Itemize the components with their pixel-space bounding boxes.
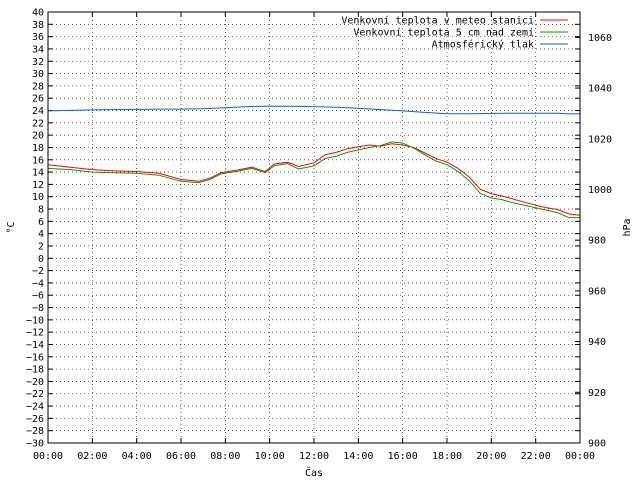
left-tick-label: −6 xyxy=(32,291,44,302)
right-y-axis: 900 920 940 960 980 1000 1020 1040 1060 xyxy=(575,33,612,450)
left-tick-label: 36 xyxy=(32,32,44,43)
left-tick-label: 2 xyxy=(38,241,44,252)
left-tick-label: −4 xyxy=(32,278,44,289)
x-axis: 00:00 02:00 04:00 06:00 08:00 10:00 12:00 14:00… xyxy=(33,12,595,462)
y-axis-right-title: hPa xyxy=(622,218,633,236)
left-tick-label: −18 xyxy=(26,365,44,376)
left-tick-label: 28 xyxy=(32,81,44,92)
left-y-axis: −30−28−26−24−22−20−18−16−14−12−10−8−6−4−… xyxy=(26,8,580,450)
right-tick-label: 1040 xyxy=(588,84,612,95)
left-tick-label: −8 xyxy=(32,303,44,314)
x-tick-label: 02:00 xyxy=(77,451,107,462)
left-tick-label: −28 xyxy=(26,426,44,437)
left-tick-label: 12 xyxy=(32,180,44,191)
left-tick-label: −26 xyxy=(26,414,44,425)
right-tick-label: 1020 xyxy=(588,134,612,145)
left-tick-label: 30 xyxy=(32,69,44,80)
left-tick-label: 6 xyxy=(38,217,44,228)
x-tick-label: 00:00 xyxy=(565,451,595,462)
y-axis-left-title: °C xyxy=(6,221,17,233)
series-line-1 xyxy=(47,141,580,219)
left-tick-label: −24 xyxy=(26,402,44,413)
legend-label-1: Venkovní teplota 5 cm nad zemí xyxy=(353,27,534,39)
x-tick-label: 20:00 xyxy=(476,451,506,462)
left-tick-label: 16 xyxy=(32,155,44,166)
series-line-0 xyxy=(47,143,581,216)
x-tick-label: 14:00 xyxy=(343,451,373,462)
left-tick-label: 38 xyxy=(32,20,44,31)
left-tick-label: 26 xyxy=(32,94,44,105)
left-tick-label: 32 xyxy=(32,57,44,68)
right-tick-label: 960 xyxy=(588,286,606,297)
legend-label-0: Venkovní teplota v meteo stanici xyxy=(341,15,534,27)
left-tick-label: −30 xyxy=(26,439,44,450)
left-tick-label: −12 xyxy=(26,328,44,339)
right-tick-label: 940 xyxy=(588,337,606,348)
right-tick-label: 1060 xyxy=(588,33,612,44)
x-tick-label: 18:00 xyxy=(432,451,462,462)
left-tick-label: 18 xyxy=(32,143,44,154)
right-tick-label: 920 xyxy=(588,388,606,399)
x-tick-label: 22:00 xyxy=(521,451,551,462)
right-tick-label: 1000 xyxy=(588,185,612,196)
left-tick-label: 14 xyxy=(32,168,44,179)
legend: Venkovní teplota v meteo staniciVenkovní… xyxy=(341,15,568,51)
x-tick-label: 08:00 xyxy=(210,451,240,462)
left-tick-label: −22 xyxy=(26,389,44,400)
plot-frame xyxy=(47,11,581,444)
left-tick-label: −20 xyxy=(26,377,44,388)
left-tick-label: −14 xyxy=(26,340,44,351)
right-tick-label: 980 xyxy=(588,236,606,247)
x-tick-label: 00:00 xyxy=(33,451,63,462)
left-tick-label: −2 xyxy=(32,266,44,277)
x-tick-label: 12:00 xyxy=(299,451,329,462)
left-tick-label: −10 xyxy=(26,315,44,326)
x-tick-label: 06:00 xyxy=(166,451,196,462)
left-tick-label: 22 xyxy=(32,118,44,129)
left-tick-label: 8 xyxy=(38,205,44,216)
grid-lines xyxy=(48,12,580,443)
x-tick-label: 10:00 xyxy=(255,451,285,462)
x-tick-label: 16:00 xyxy=(388,451,418,462)
left-tick-label: 34 xyxy=(32,44,44,55)
left-tick-label: 20 xyxy=(32,131,44,142)
x-tick-label: 04:00 xyxy=(122,451,152,462)
series-line-2 xyxy=(47,105,581,115)
legend-label-2: Atmosférický tlak xyxy=(432,39,534,51)
left-tick-label: 0 xyxy=(38,254,44,265)
left-tick-label: 4 xyxy=(38,229,44,240)
x-axis-title: Čas xyxy=(305,466,323,479)
left-tick-label: −16 xyxy=(26,352,44,363)
series-layer xyxy=(47,105,581,219)
right-tick-label: 900 xyxy=(588,439,606,450)
left-tick-label: 10 xyxy=(32,192,44,203)
left-tick-label: 40 xyxy=(32,8,44,19)
left-tick-label: 24 xyxy=(32,106,44,117)
